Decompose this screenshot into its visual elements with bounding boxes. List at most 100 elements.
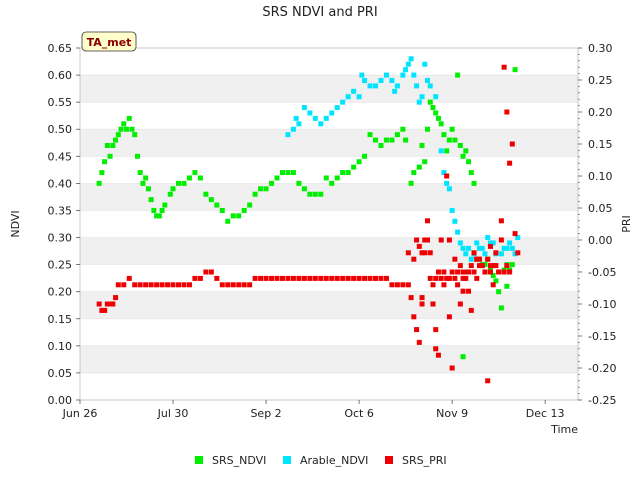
data-point <box>230 282 236 288</box>
data-point <box>269 275 275 281</box>
data-point <box>433 94 439 100</box>
legend-swatch <box>385 456 393 464</box>
data-point <box>471 250 477 256</box>
data-point <box>474 256 480 262</box>
series-srs-ndvi <box>96 67 518 360</box>
data-point <box>124 126 130 132</box>
data-point <box>148 282 154 288</box>
data-point <box>452 218 458 224</box>
y2-tick-label: 0.00 <box>588 234 613 247</box>
data-point <box>378 77 384 83</box>
data-point <box>471 269 477 275</box>
x-tick-label: Jul 30 <box>157 407 189 420</box>
data-point <box>441 282 447 288</box>
y-tick-label: 0.35 <box>48 204 73 217</box>
data-point <box>507 240 513 246</box>
data-point <box>414 327 420 333</box>
data-point <box>482 262 488 268</box>
data-point <box>181 180 187 186</box>
data-point <box>186 175 192 181</box>
data-point <box>444 180 450 186</box>
data-point <box>452 275 458 281</box>
data-point <box>438 275 444 281</box>
data-point <box>457 240 463 246</box>
data-point <box>460 269 466 275</box>
data-point <box>373 137 379 143</box>
bottom-axis: Jun 26 Jul 30 Sep 2 Oct 6 Nov 9 Dec 13 <box>62 400 565 420</box>
data-point <box>512 67 518 73</box>
data-point <box>110 142 116 148</box>
data-point <box>463 269 469 275</box>
data-point <box>307 110 313 116</box>
data-point <box>312 191 318 197</box>
data-point <box>498 305 504 311</box>
data-point <box>498 237 504 243</box>
data-point <box>405 61 411 67</box>
data-point <box>258 275 264 281</box>
data-point <box>419 142 425 148</box>
data-point <box>225 218 231 224</box>
data-point <box>493 250 499 256</box>
data-point <box>490 282 496 288</box>
y-tick-label: 0.60 <box>48 69 73 82</box>
data-point <box>468 256 474 262</box>
data-point <box>208 197 214 203</box>
data-point <box>318 121 324 127</box>
x-tick-label: Jun 26 <box>62 407 98 420</box>
data-point <box>323 275 329 281</box>
data-point <box>411 72 417 78</box>
x-tick-label: Sep 2 <box>250 407 281 420</box>
data-point <box>422 61 428 67</box>
y2-tick-label: 0.25 <box>588 74 613 87</box>
data-point <box>455 72 461 78</box>
data-point <box>427 275 433 281</box>
data-point <box>383 72 389 78</box>
data-point <box>403 137 409 143</box>
data-point <box>279 275 285 281</box>
data-point <box>312 115 318 121</box>
data-point <box>430 301 436 307</box>
data-point <box>126 115 132 121</box>
data-point <box>263 275 269 281</box>
data-point <box>493 263 499 269</box>
data-point <box>247 282 253 288</box>
plot-frame <box>79 47 579 401</box>
data-point <box>252 275 258 281</box>
data-point <box>236 213 242 219</box>
x-axis-label: Time <box>550 423 578 436</box>
data-point <box>460 275 466 281</box>
data-point <box>490 263 496 269</box>
data-point <box>132 282 138 288</box>
data-point <box>487 240 493 246</box>
data-point <box>394 282 400 288</box>
data-point <box>367 83 373 89</box>
data-point <box>427 250 433 256</box>
data-point <box>373 275 379 281</box>
data-point <box>422 159 428 165</box>
y-tick-label: 0.10 <box>48 340 73 353</box>
data-point <box>329 180 335 186</box>
x-tick-label: Dec 13 <box>526 407 565 420</box>
data-point <box>485 256 491 262</box>
data-point <box>225 282 231 288</box>
data-point <box>468 263 474 269</box>
data-point <box>285 132 291 138</box>
data-point <box>444 275 450 281</box>
data-point <box>449 207 455 213</box>
data-point <box>383 137 389 143</box>
data-point <box>296 121 302 127</box>
data-point <box>504 109 510 115</box>
data-point <box>452 137 458 143</box>
data-point <box>176 282 182 288</box>
data-point <box>378 275 384 281</box>
data-point <box>419 250 425 256</box>
y2-tick-label: 0.05 <box>588 202 613 215</box>
data-point <box>411 256 417 262</box>
y2-tick-label: -0.10 <box>588 298 616 311</box>
data-point <box>444 173 450 179</box>
data-point <box>512 231 518 237</box>
data-point <box>515 250 521 256</box>
grid-band <box>80 345 578 373</box>
data-point <box>113 137 119 143</box>
data-point <box>351 164 357 170</box>
